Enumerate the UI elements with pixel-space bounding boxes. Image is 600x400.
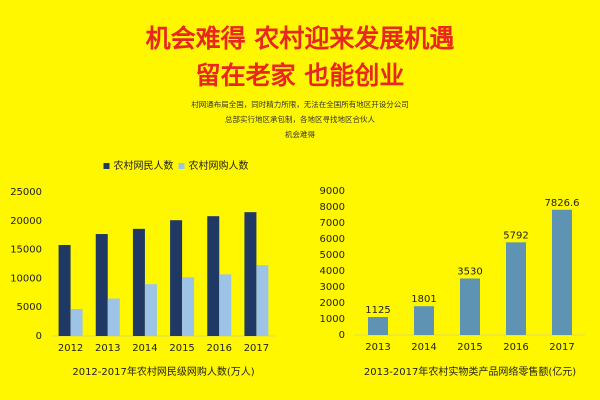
- chart-caption: 2013-2017年农村实物类产品网络零售额(亿元): [364, 365, 576, 378]
- x-tick-label: 2017: [244, 343, 269, 354]
- bar: [107, 298, 120, 336]
- x-tick-label: 2015: [457, 342, 482, 353]
- x-tick-label: 2016: [207, 343, 232, 354]
- y-tick-label: 25000: [10, 187, 42, 198]
- x-tick-label: 2015: [169, 343, 194, 354]
- y-tick-label: 0: [339, 330, 345, 341]
- title-line: 机会难得 农村迎来发展机遇: [146, 24, 455, 53]
- x-tick-label: 2013: [365, 342, 390, 353]
- bar: [244, 212, 257, 336]
- bar: [219, 274, 232, 336]
- bar: [414, 306, 434, 335]
- y-tick-label: 9000: [320, 186, 345, 197]
- y-tick-label: 10000: [10, 273, 42, 284]
- value-label: 1801: [411, 294, 436, 305]
- x-tick-label: 2017: [549, 342, 574, 353]
- chart-caption: 2012-2017年农村网民级网购人数(万人): [72, 365, 254, 378]
- bar: [170, 220, 183, 336]
- y-tick-label: 1000: [320, 314, 345, 325]
- subtitle-line: 机会难得: [285, 129, 315, 139]
- value-label: 7826.6: [545, 198, 580, 209]
- bar: [506, 242, 526, 335]
- legend-label: 农村网民人数: [114, 159, 174, 172]
- y-tick-label: 6000: [320, 234, 345, 245]
- y-tick-label: 2000: [320, 298, 345, 309]
- y-tick-label: 5000: [17, 302, 42, 313]
- bar: [58, 244, 71, 336]
- legend-label: 农村网购人数: [189, 159, 249, 172]
- y-tick-label: 8000: [320, 202, 345, 213]
- bar: [368, 317, 388, 335]
- legend-swatch: [103, 163, 110, 169]
- y-tick-label: 0: [36, 331, 42, 342]
- value-label: 3530: [457, 267, 482, 278]
- y-tick-label: 15000: [10, 245, 42, 256]
- bar: [552, 209, 572, 335]
- bar: [95, 234, 108, 336]
- bar: [144, 284, 157, 336]
- legend-swatch: [178, 163, 185, 169]
- x-tick-label: 2012: [58, 343, 83, 354]
- y-tick-label: 4000: [320, 266, 345, 277]
- subtitle-line: 总部实行地区承包制，各地区寻找地区合伙人: [225, 114, 375, 124]
- y-tick-label: 7000: [320, 218, 345, 229]
- x-tick-label: 2013: [95, 343, 120, 354]
- x-tick-label: 2014: [411, 342, 436, 353]
- y-tick-label: 20000: [10, 216, 42, 227]
- subtitle-line: 村网通布局全国，同时精力所限，无法在全国所有地区开设分公司: [191, 99, 409, 109]
- value-label: 1125: [365, 305, 390, 316]
- x-tick-label: 2014: [132, 343, 157, 354]
- bar: [256, 265, 269, 336]
- x-tick-label: 2016: [503, 342, 528, 353]
- bar: [132, 228, 145, 336]
- bar: [460, 278, 480, 335]
- y-tick-label: 5000: [320, 250, 345, 261]
- bar: [207, 216, 220, 336]
- bar: [70, 308, 83, 336]
- bar: [182, 277, 195, 336]
- y-tick-label: 3000: [320, 282, 345, 293]
- title-line: 留在老家 也能创业: [196, 61, 405, 90]
- value-label: 5792: [503, 230, 528, 241]
